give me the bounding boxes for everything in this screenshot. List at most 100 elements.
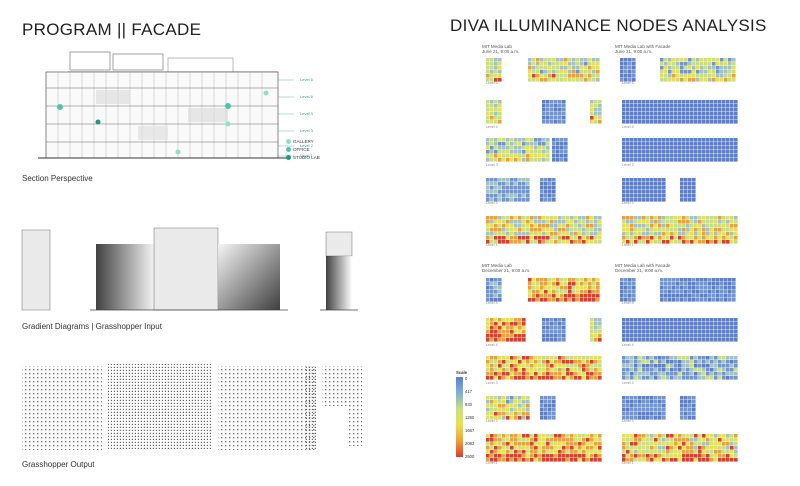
heatmap-cell — [486, 364, 490, 368]
heatmap-cell — [720, 290, 724, 294]
heatmap-cell — [530, 216, 534, 220]
heatmap-cell — [682, 104, 686, 108]
heatmap-cell — [690, 360, 694, 364]
heatmap-cell — [574, 368, 578, 372]
heatmap-cell — [598, 322, 602, 326]
heatmap-cell — [634, 442, 638, 446]
heatmap-cell — [678, 150, 682, 154]
heatmap-cell — [510, 400, 514, 404]
heatmap-cell — [578, 446, 582, 450]
heatmap-cell — [670, 104, 674, 108]
heatmap-cell — [726, 330, 730, 334]
heatmap-cell — [490, 142, 494, 146]
heatmap-cell — [700, 74, 704, 78]
heatmap-cell — [554, 364, 558, 368]
heatmap-cell — [660, 294, 664, 298]
heatmap-cell — [586, 372, 590, 376]
dec-left-title: MIT Media Lab December 21, 9:00 a.m. — [482, 263, 531, 273]
heatmap-cell — [528, 286, 532, 290]
heatmap-cell — [554, 356, 558, 360]
heatmap-cell — [630, 446, 634, 450]
heatmap-cell — [714, 446, 718, 450]
heatmap-cell — [646, 376, 650, 380]
heatmap-cell — [564, 78, 568, 82]
heatmap-cell — [638, 438, 642, 442]
heatmap-cell — [734, 240, 738, 244]
heatmap-cell — [522, 330, 526, 334]
heatmap-cell — [650, 330, 654, 334]
heatmap-cell — [714, 108, 718, 112]
heatmap-cell — [518, 154, 522, 158]
heatmap-cell — [548, 194, 552, 198]
heatmap-cell — [662, 322, 666, 326]
heatmap-cell — [662, 240, 666, 244]
heatmap-cell — [654, 356, 658, 360]
heatmap-cell — [712, 70, 716, 74]
heatmap-cell — [630, 142, 634, 146]
heatmap-cell — [550, 224, 554, 228]
heatmap-cell — [630, 454, 634, 458]
heatmap-cell — [650, 442, 654, 446]
heatmap-cell — [562, 100, 566, 104]
heatmap-cell — [626, 142, 630, 146]
heatmap-cell — [510, 404, 514, 408]
heatmap-cell — [590, 368, 594, 372]
heatmap-cell — [514, 138, 518, 142]
heatmap-cell — [542, 232, 546, 236]
heatmap-cell — [498, 396, 502, 400]
heatmap-cell — [526, 356, 530, 360]
heatmap-cell — [598, 326, 602, 330]
heatmap-cell — [642, 182, 646, 186]
heatmap-cell — [646, 356, 650, 360]
heatmap-cell — [654, 232, 658, 236]
heatmap-cell — [666, 376, 670, 380]
heatmap-cell — [558, 438, 562, 442]
heatmap-cell — [672, 78, 676, 82]
heatmap-cell — [726, 146, 730, 150]
heatmap-cell — [574, 228, 578, 232]
heatmap-cell — [658, 220, 662, 224]
heatmap-cell — [662, 194, 666, 198]
heatmap-cell — [710, 220, 714, 224]
heatmap-cell — [710, 318, 714, 322]
heatmap-cell — [666, 112, 670, 116]
heatmap-cell — [716, 298, 720, 302]
heatmap-cell — [514, 318, 518, 322]
heatmap-cell — [646, 194, 650, 198]
heatmap-cell — [726, 368, 730, 372]
heatmap-cell — [568, 78, 572, 82]
heatmap-cell — [622, 178, 626, 182]
heatmap-cell — [708, 278, 712, 282]
heatmap-cell — [552, 294, 556, 298]
heatmap-cell — [696, 78, 700, 82]
heatmap-cell — [540, 70, 544, 74]
heatmap-cell — [710, 372, 714, 376]
heatmap-cell — [628, 58, 632, 62]
heatmap-cell — [494, 364, 498, 368]
heatmap-cell — [688, 294, 692, 298]
heatmap-cell — [676, 298, 680, 302]
heatmap-cell — [674, 142, 678, 146]
heatmap-cell — [498, 150, 502, 154]
heatmap-cell — [554, 326, 558, 330]
heatmap-cell — [626, 228, 630, 232]
heatmap-cell — [650, 150, 654, 154]
heatmap-cell — [654, 190, 658, 194]
heatmap-cell — [680, 282, 684, 286]
heatmap-cell — [718, 232, 722, 236]
heatmap-cell — [650, 224, 654, 228]
heatmap-cell — [718, 142, 722, 146]
heatmap-cell — [566, 438, 570, 442]
heatmap-cell — [694, 334, 698, 338]
heatmap-cell — [678, 228, 682, 232]
level-label: Level 1 — [622, 461, 634, 465]
heatmap-cell — [592, 62, 596, 66]
heatmap-cell — [574, 376, 578, 380]
heatmap-cell — [658, 138, 662, 142]
heatmap-cell — [630, 220, 634, 224]
heatmap-cell — [486, 158, 490, 162]
heatmap-cell — [550, 318, 554, 322]
level-label: Level 5 — [486, 301, 498, 305]
heatmap-cell — [556, 294, 560, 298]
heatmap-cell — [538, 158, 542, 162]
